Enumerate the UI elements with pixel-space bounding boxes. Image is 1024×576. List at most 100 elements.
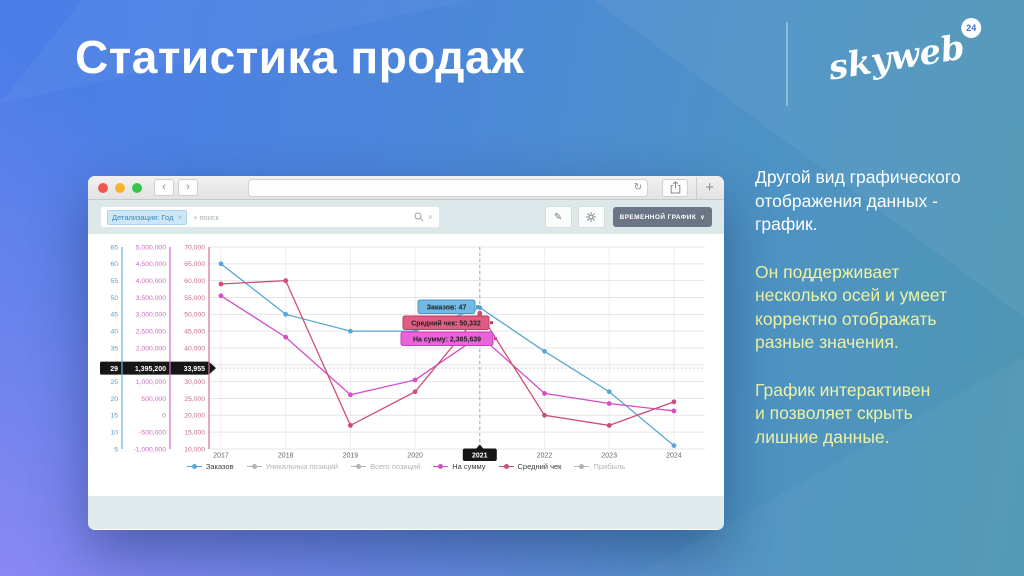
settings-button[interactable]	[577, 206, 605, 228]
svg-text:Средний чек: 50,332: Средний чек: 50,332	[411, 319, 481, 327]
svg-text:60,000: 60,000	[184, 278, 205, 285]
logo-badge: 24	[961, 17, 982, 38]
browser-window: ‹ › ↻ + Детализация: Год × +	[88, 176, 724, 530]
svg-text:65,000: 65,000	[184, 261, 205, 268]
legend-marker-icon	[574, 464, 590, 469]
minimize-window-button[interactable]	[115, 182, 125, 193]
svg-text:25: 25	[110, 379, 118, 386]
search-icon	[414, 212, 424, 222]
side-paragraph: Он поддерживает несколько осей и умеет к…	[755, 261, 948, 353]
filter-chip[interactable]: Детализация: Год ×	[107, 209, 188, 225]
legend-label: На сумму	[452, 462, 486, 471]
legend-dot-icon	[579, 464, 585, 469]
filter-toolbar: Детализация: Год × + поиск × ✎	[88, 200, 724, 234]
refresh-icon[interactable]: ↻	[633, 181, 643, 193]
svg-text:2020: 2020	[407, 453, 423, 460]
close-window-button[interactable]	[98, 182, 108, 193]
chart-legend: Заказов Уникальных позиций Всего позиций На…	[88, 462, 724, 471]
svg-text:20: 20	[110, 396, 118, 403]
svg-text:40,000: 40,000	[184, 345, 205, 352]
svg-text:60: 60	[110, 261, 118, 268]
legend-label: Уникальных позиций	[265, 462, 339, 471]
svg-text:55,000: 55,000	[184, 295, 205, 302]
legend-marker-icon	[351, 464, 367, 469]
legend-item[interactable]: Уникальных позиций	[246, 462, 339, 471]
back-button[interactable]: ‹	[154, 179, 174, 196]
view-mode-label: ВРЕМЕННОЙ ГРАФИК	[619, 213, 697, 221]
legend-dot-icon	[251, 464, 257, 469]
legend-marker-icon	[246, 464, 262, 469]
filter-chip-label: Детализация: Год	[112, 212, 174, 222]
forward-button[interactable]: ›	[178, 179, 198, 196]
svg-text:3,500,000: 3,500,000	[136, 295, 166, 302]
legend-item[interactable]: Прибыль	[574, 462, 625, 471]
svg-text:2019: 2019	[343, 453, 359, 460]
sales-chart[interactable]: 29 1,395,200 33,95565605550454035252015105…	[88, 234, 724, 496]
svg-text:5,000,000: 5,000,000	[136, 244, 166, 251]
legend-dot-icon	[356, 464, 362, 469]
svg-text:-1,000,000: -1,000,000	[133, 446, 166, 453]
svg-text:4,000,000: 4,000,000	[136, 278, 166, 285]
svg-text:5: 5	[114, 446, 118, 453]
svg-text:На сумму: 2,365,639: На сумму: 2,365,639	[413, 336, 481, 343]
edit-button[interactable]: ✎	[544, 206, 572, 228]
svg-text:2018: 2018	[278, 453, 294, 460]
svg-text:Заказов: 47: Заказов: 47	[427, 304, 467, 311]
svg-text:25,000: 25,000	[184, 396, 205, 403]
legend-item[interactable]: На сумму	[433, 462, 486, 471]
svg-text:65: 65	[110, 244, 118, 251]
svg-text:35: 35	[110, 345, 118, 352]
header-divider	[786, 22, 788, 106]
svg-text:15: 15	[110, 413, 118, 420]
search-placeholder: + поиск	[193, 212, 219, 222]
page-title: Статистика продаж	[75, 31, 525, 83]
window-footer	[88, 496, 724, 529]
new-tab-button[interactable]: +	[696, 176, 714, 199]
svg-text:45: 45	[110, 312, 118, 319]
view-mode-button[interactable]: ВРЕМЕННОЙ ГРАФИК ∨	[612, 207, 712, 227]
svg-text:70,000: 70,000	[184, 244, 205, 251]
chart-card: 29 1,395,200 33,955 65 60 55 50 45 40 35 25 20 15 10 5…	[88, 234, 724, 496]
url-bar[interactable]: ↻	[248, 178, 649, 197]
side-text: Другой вид графического отображения данн…	[755, 166, 1005, 473]
svg-text:3,000,000: 3,000,000	[136, 312, 166, 319]
svg-text:10: 10	[110, 430, 118, 437]
legend-marker-icon	[186, 464, 202, 469]
svg-text:1,395,200: 1,395,200	[135, 366, 166, 373]
svg-text:30,000: 30,000	[184, 379, 205, 386]
search-input[interactable]: Детализация: Год × + поиск ×	[100, 206, 440, 228]
svg-text:45,000: 45,000	[184, 329, 205, 336]
chip-close-icon[interactable]: ×	[177, 212, 183, 222]
legend-item[interactable]: Средний чек	[498, 462, 561, 471]
legend-dot-icon	[191, 464, 197, 469]
legend-dot-icon	[438, 464, 444, 469]
legend-dot-icon	[503, 464, 509, 469]
legend-marker-icon	[433, 464, 449, 469]
legend-item[interactable]: Заказов	[186, 462, 234, 471]
svg-text:10,000: 10,000	[184, 446, 205, 453]
svg-text:2022: 2022	[537, 453, 553, 460]
zoom-window-button[interactable]	[132, 182, 142, 193]
svg-text:2,500,000: 2,500,000	[136, 329, 166, 336]
clear-search-icon[interactable]: ×	[427, 212, 433, 222]
svg-text:33,955: 33,955	[184, 366, 206, 373]
gear-icon	[586, 212, 596, 222]
svg-text:2021: 2021	[472, 453, 488, 460]
svg-text:1,000,000: 1,000,000	[136, 379, 166, 386]
share-icon	[670, 181, 681, 194]
legend-item[interactable]: Всего позиций	[351, 462, 420, 471]
svg-text:20,000: 20,000	[184, 413, 205, 420]
svg-text:50: 50	[110, 295, 118, 302]
chevron-down-icon: ∨	[700, 214, 705, 221]
legend-label: Заказов	[205, 462, 234, 471]
svg-text:29: 29	[110, 366, 118, 373]
side-paragraph: График интерактивен и позволяет скрыть л…	[755, 379, 931, 447]
browser-titlebar: ‹ › ↻ +	[88, 176, 724, 200]
share-button[interactable]	[662, 178, 689, 197]
legend-marker-icon	[498, 464, 514, 469]
side-paragraph: Другой вид графического отображения данн…	[755, 167, 961, 234]
svg-text:-500,000: -500,000	[139, 430, 166, 437]
legend-label: Всего позиций	[370, 462, 421, 471]
svg-text:40: 40	[110, 329, 118, 336]
